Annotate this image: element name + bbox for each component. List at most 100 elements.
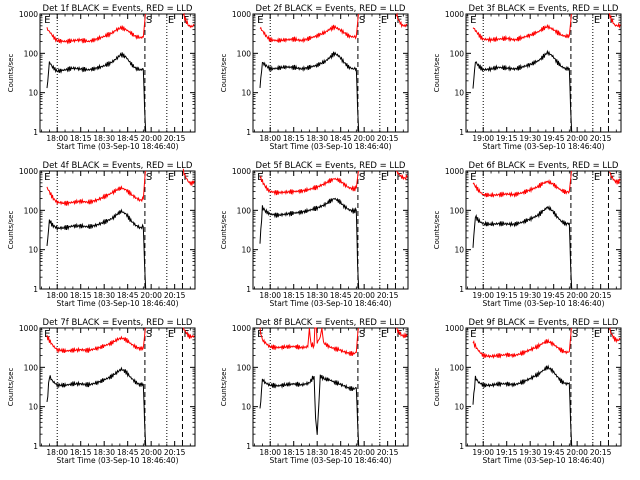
lld-series-line	[472, 327, 572, 360]
marker-label: F	[183, 329, 189, 340]
panel-det-3: Det 3f BLACK = Events, RED = LLD Counts/s…	[433, 4, 622, 151]
x-tick-label: 18:45	[330, 448, 352, 457]
y-tick-label: 100	[237, 49, 252, 58]
lld-series-line	[259, 13, 359, 44]
y-tick-label: 10	[241, 246, 251, 255]
y-tick-label: 10	[28, 403, 38, 412]
y-tick-label: 1000	[445, 167, 464, 176]
marker-label: E	[44, 172, 50, 183]
y-tick-label: 1000	[445, 10, 464, 19]
x-tick-label: 20:15	[377, 291, 399, 300]
lld-series-tail	[182, 168, 195, 186]
y-tick-label: 100	[237, 363, 252, 372]
x-tick-label: 19:45	[543, 448, 565, 457]
y-axis-label: Counts/sec	[220, 368, 228, 407]
panel-title: Det 5f BLACK = Events, RED = LLD	[256, 161, 406, 171]
x-axis-label: Start Time (03-Sep-10 18:46:40)	[57, 456, 179, 465]
y-tick-label: 1	[459, 128, 464, 137]
x-tick-label: 19:15	[496, 134, 518, 143]
panel-det-7: Det 7f BLACK = Events, RED = LLD Counts/s…	[7, 318, 196, 465]
y-tick-label: 1000	[445, 324, 464, 333]
y-axis-label: Counts/sec	[7, 54, 15, 93]
lld-series-tail	[182, 12, 195, 29]
x-tick-label: 20:15	[164, 291, 186, 300]
y-tick-label: 1000	[19, 10, 38, 19]
x-tick-label: 18:15	[283, 134, 305, 143]
x-tick-label: 18:00	[259, 291, 281, 300]
marker-label: S	[359, 15, 365, 26]
x-tick-label: 18:30	[93, 291, 115, 300]
x-tick-label: 18:15	[283, 291, 305, 300]
y-tick-label: 10	[28, 246, 38, 255]
x-tick-label: 18:30	[306, 291, 328, 300]
events-series-line	[46, 208, 147, 290]
panel-title: Det 9f BLACK = Events, RED = LLD	[469, 318, 619, 328]
marker-label: E	[168, 15, 174, 26]
lld-series-line	[472, 170, 572, 198]
plot-frame	[252, 170, 409, 290]
plot-frame	[39, 170, 196, 290]
x-tick-label: 18:45	[330, 134, 352, 143]
plot-frame	[39, 327, 196, 447]
x-tick-label: 18:30	[306, 448, 328, 457]
marker-label: E	[381, 329, 387, 340]
plot-frame	[39, 13, 196, 133]
y-tick-label: 100	[450, 206, 465, 215]
lld-series-line	[472, 13, 572, 44]
panel-title: Det 1f BLACK = Events, RED = LLD	[43, 4, 193, 14]
marker-label: S	[572, 172, 578, 183]
y-tick-label: 10	[454, 89, 464, 98]
y-tick-label: 10	[454, 246, 464, 255]
x-tick-label: 19:00	[472, 448, 494, 457]
x-tick-label: 18:15	[70, 291, 92, 300]
x-axis-label: Start Time (03-Sep-10 18:46:40)	[483, 142, 605, 151]
lld-series-tail	[396, 170, 408, 181]
marker-label: S	[572, 15, 578, 26]
events-series-line	[259, 51, 360, 133]
y-tick-label: 1000	[232, 324, 251, 333]
x-tick-label: 19:15	[496, 448, 518, 457]
marker-label: S	[359, 329, 365, 340]
x-tick-label: 19:00	[472, 291, 494, 300]
marker-label: E	[381, 15, 387, 26]
x-tick-label: 18:45	[330, 291, 352, 300]
y-tick-label: 10	[241, 89, 251, 98]
x-tick-label: 20:00	[566, 291, 588, 300]
marker-label: F	[183, 172, 189, 183]
x-tick-label: 18:30	[306, 134, 328, 143]
x-axis-label: Start Time (03-Sep-10 18:46:40)	[270, 142, 392, 151]
y-tick-label: 1	[459, 442, 464, 451]
panel-det-9: Det 9f BLACK = Events, RED = LLD Counts/s…	[433, 318, 622, 465]
x-tick-label: 18:15	[283, 448, 305, 457]
y-tick-label: 10	[28, 89, 38, 98]
x-tick-label: 18:00	[46, 134, 68, 143]
panel-title: Det 8f BLACK = Events, RED = LLD	[256, 318, 406, 328]
y-tick-label: 10	[454, 403, 464, 412]
y-tick-label: 1000	[232, 167, 251, 176]
panel-det-1: Det 1f BLACK = Events, RED = LLD Counts/s…	[7, 4, 196, 151]
x-tick-label: 20:15	[377, 134, 399, 143]
panel-title: Det 6f BLACK = Events, RED = LLD	[469, 161, 619, 171]
x-tick-label: 18:30	[93, 448, 115, 457]
marker-label: S	[572, 329, 578, 340]
marker-label: E	[168, 172, 174, 183]
x-tick-label: 18:00	[46, 448, 68, 457]
marker-label: E	[44, 15, 50, 26]
marker-label: E	[594, 172, 600, 183]
y-tick-label: 100	[24, 206, 39, 215]
y-tick-label: 10	[241, 403, 251, 412]
x-tick-label: 18:00	[46, 291, 68, 300]
x-tick-label: 20:00	[353, 291, 375, 300]
marker-label: F	[396, 172, 402, 183]
panel-det-6: Det 6f BLACK = Events, RED = LLD Counts/s…	[433, 161, 622, 308]
marker-label: E	[594, 15, 600, 26]
plot-frame	[465, 13, 622, 133]
x-tick-label: 19:45	[543, 134, 565, 143]
y-tick-label: 1	[33, 442, 38, 451]
events-series-line	[472, 205, 573, 290]
x-tick-label: 18:00	[259, 134, 281, 143]
x-axis-label: Start Time (03-Sep-10 18:46:40)	[57, 299, 179, 308]
marker-label: S	[146, 15, 152, 26]
marker-label: E	[257, 15, 263, 26]
marker-label: E	[470, 329, 476, 340]
